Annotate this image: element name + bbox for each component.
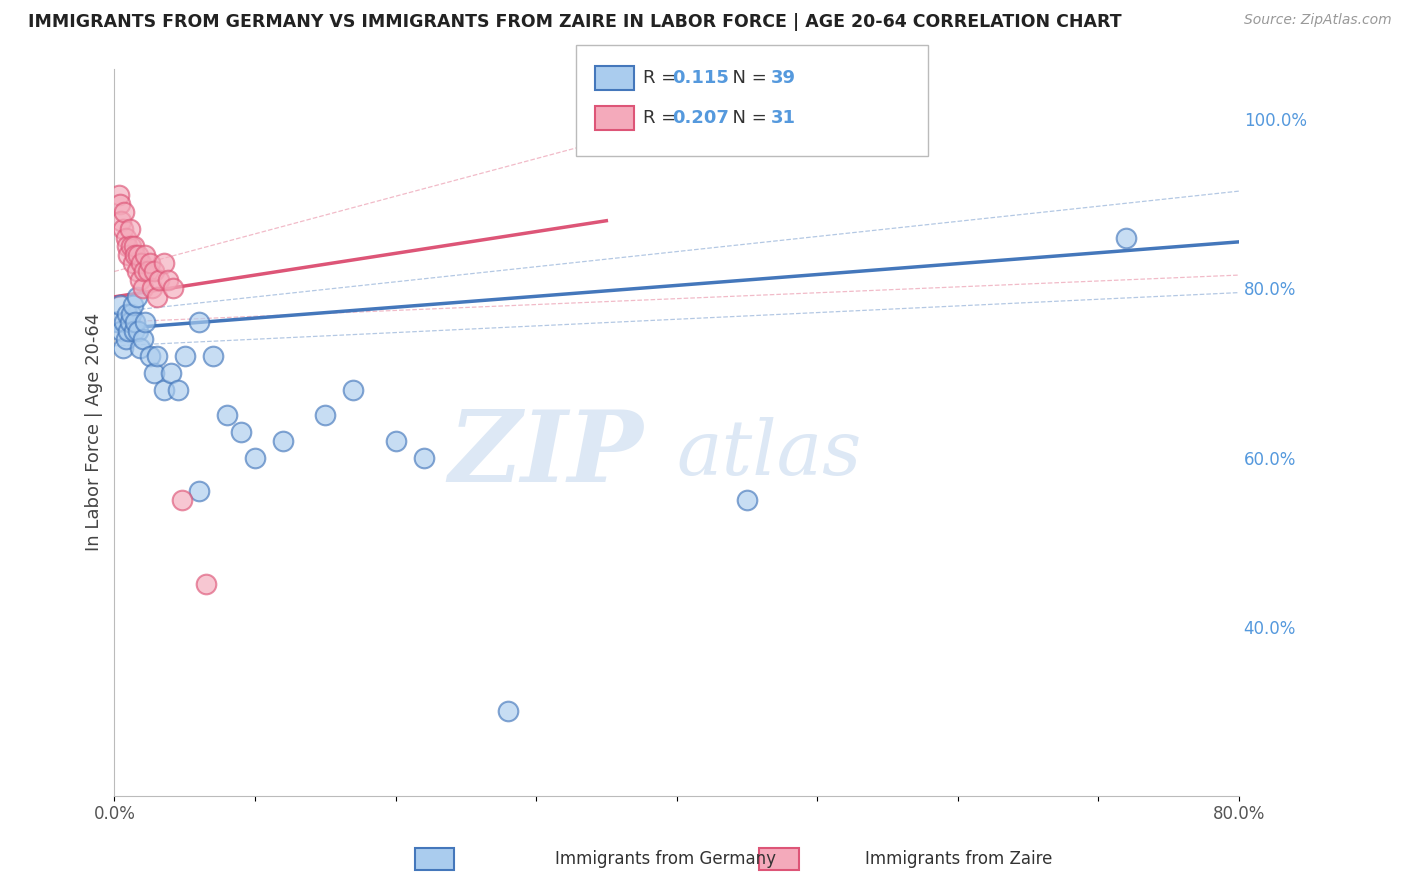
Point bbox=[229, 425, 252, 439]
Point bbox=[110, 324, 132, 338]
Point bbox=[166, 383, 188, 397]
Point bbox=[142, 366, 165, 380]
Point bbox=[138, 349, 160, 363]
Point bbox=[187, 315, 209, 329]
Point bbox=[114, 230, 136, 244]
Point bbox=[112, 205, 135, 219]
Point bbox=[496, 704, 519, 718]
Text: R =: R = bbox=[643, 109, 682, 127]
Point bbox=[118, 315, 141, 329]
Point bbox=[148, 273, 170, 287]
Point bbox=[114, 332, 136, 346]
Point bbox=[127, 247, 149, 261]
Point bbox=[173, 349, 195, 363]
Point bbox=[111, 341, 134, 355]
Text: Immigrants from Germany: Immigrants from Germany bbox=[555, 850, 776, 868]
Point bbox=[118, 222, 141, 236]
Point bbox=[110, 213, 132, 227]
Point bbox=[342, 383, 364, 397]
Point bbox=[121, 256, 143, 270]
Point bbox=[108, 196, 131, 211]
Point bbox=[122, 239, 145, 253]
Point bbox=[145, 290, 167, 304]
Text: Immigrants from Zaire: Immigrants from Zaire bbox=[865, 850, 1052, 868]
Point bbox=[115, 239, 138, 253]
Point bbox=[271, 434, 294, 448]
Point bbox=[125, 264, 148, 278]
Point bbox=[243, 450, 266, 465]
Point bbox=[138, 256, 160, 270]
Point bbox=[314, 409, 336, 423]
Text: N =: N = bbox=[721, 69, 773, 87]
Point bbox=[136, 264, 159, 278]
Text: N =: N = bbox=[721, 109, 773, 127]
Point bbox=[134, 247, 156, 261]
Point bbox=[120, 239, 142, 253]
Text: atlas: atlas bbox=[676, 417, 862, 491]
Point bbox=[124, 247, 146, 261]
Point bbox=[117, 324, 139, 338]
Point bbox=[120, 307, 142, 321]
Point bbox=[159, 366, 181, 380]
Point bbox=[131, 332, 153, 346]
Point bbox=[115, 307, 138, 321]
Point bbox=[117, 247, 139, 261]
Text: ZIP: ZIP bbox=[449, 406, 643, 502]
Point bbox=[132, 264, 155, 278]
Point bbox=[122, 324, 145, 338]
Point bbox=[131, 281, 153, 295]
Point bbox=[187, 484, 209, 499]
Text: IMMIGRANTS FROM GERMANY VS IMMIGRANTS FROM ZAIRE IN LABOR FORCE | AGE 20-64 CORR: IMMIGRANTS FROM GERMANY VS IMMIGRANTS FR… bbox=[28, 13, 1122, 31]
Point bbox=[412, 450, 434, 465]
Text: Source: ZipAtlas.com: Source: ZipAtlas.com bbox=[1244, 13, 1392, 28]
Y-axis label: In Labor Force | Age 20-64: In Labor Force | Age 20-64 bbox=[86, 313, 103, 551]
Text: 31: 31 bbox=[770, 109, 796, 127]
Point bbox=[162, 281, 184, 295]
Text: 0.207: 0.207 bbox=[672, 109, 728, 127]
Text: R =: R = bbox=[643, 69, 682, 87]
Point bbox=[127, 324, 149, 338]
Point bbox=[142, 264, 165, 278]
Point bbox=[152, 383, 174, 397]
Point bbox=[1115, 230, 1137, 244]
Point bbox=[156, 273, 179, 287]
Point bbox=[735, 492, 758, 507]
Point bbox=[215, 409, 238, 423]
Point bbox=[125, 290, 148, 304]
Point bbox=[141, 281, 163, 295]
Point bbox=[152, 256, 174, 270]
Point bbox=[124, 315, 146, 329]
Point bbox=[145, 349, 167, 363]
Point bbox=[107, 188, 129, 202]
Point bbox=[128, 341, 150, 355]
Point bbox=[112, 315, 135, 329]
Point bbox=[129, 256, 152, 270]
Point bbox=[384, 434, 406, 448]
Point bbox=[105, 315, 128, 329]
Point bbox=[128, 273, 150, 287]
Point bbox=[121, 298, 143, 312]
Text: 0.115: 0.115 bbox=[672, 69, 728, 87]
Point bbox=[108, 298, 131, 312]
Point bbox=[194, 577, 217, 591]
Point bbox=[201, 349, 224, 363]
Point bbox=[170, 492, 193, 507]
Text: 39: 39 bbox=[770, 69, 796, 87]
Point bbox=[111, 222, 134, 236]
Point bbox=[134, 315, 156, 329]
